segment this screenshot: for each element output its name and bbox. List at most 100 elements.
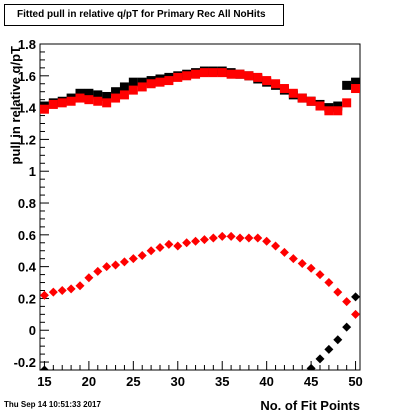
y-tick-label: -0.2	[14, 355, 36, 370]
y-tick-label: 1	[29, 164, 36, 179]
data-point-square	[102, 98, 112, 108]
y-tick-label: 1.2	[18, 132, 36, 147]
data-point-square	[119, 90, 129, 100]
data-point-square	[244, 71, 254, 81]
y-tick-label: 0	[29, 323, 36, 338]
data-point-diamond	[93, 266, 103, 276]
data-point-square	[66, 96, 76, 106]
data-point-square	[164, 76, 174, 86]
data-point-square	[199, 68, 209, 78]
datestamp: Thu Sep 14 10:51:33 2017	[4, 400, 101, 409]
data-point-diamond	[306, 263, 316, 273]
data-point-square	[182, 71, 192, 81]
data-point-diamond	[288, 254, 298, 264]
data-point-diamond	[279, 247, 289, 257]
data-point-diamond	[297, 258, 307, 268]
data-point-diamond	[102, 262, 112, 272]
data-point-square	[40, 104, 49, 114]
x-tick-label: 15	[37, 374, 51, 389]
y-tick-label: 0.2	[18, 291, 36, 306]
y-tick-label: 1.4	[18, 101, 37, 116]
data-point-diamond	[342, 297, 352, 307]
chart-title: Fitted pull in relative q/pT for Primary…	[4, 4, 284, 26]
data-point-diamond	[253, 233, 263, 243]
y-tick-label: 0.6	[18, 228, 36, 243]
data-point-square	[288, 88, 298, 98]
data-point-diamond	[182, 238, 192, 248]
data-point-diamond	[208, 233, 218, 243]
data-point-square	[111, 87, 121, 97]
data-point-diamond	[306, 363, 316, 370]
data-point-square	[351, 84, 360, 94]
data-point-square	[137, 77, 147, 87]
data-point-diamond	[164, 239, 174, 249]
data-point-square	[235, 69, 245, 79]
data-point-square	[279, 84, 289, 94]
x-tick-label: 25	[126, 374, 140, 389]
data-point-square	[48, 99, 58, 109]
data-point-square	[351, 77, 360, 87]
data-point-square	[93, 90, 103, 100]
data-point-square	[208, 68, 218, 78]
data-point-diamond	[48, 287, 58, 297]
data-point-diamond	[84, 273, 94, 283]
data-point-square	[253, 72, 263, 82]
data-point-square	[75, 88, 85, 98]
data-point-square	[128, 77, 138, 87]
data-point-diamond	[173, 241, 183, 251]
data-point-diamond	[244, 233, 254, 243]
data-point-square	[333, 101, 343, 111]
y-tick-label: 1.8	[18, 37, 36, 52]
data-point-square	[324, 106, 334, 116]
data-point-diamond	[111, 260, 121, 270]
data-point-square	[262, 76, 272, 86]
data-point-diamond	[40, 365, 49, 370]
data-point-square	[119, 82, 129, 92]
data-point-square	[57, 98, 67, 108]
y-axis-label: pull in relative q/pT	[8, 46, 23, 165]
y-tick-label: 0.8	[18, 196, 36, 211]
data-point-diamond	[315, 354, 325, 364]
data-point-diamond	[333, 335, 343, 345]
data-point-square	[306, 96, 316, 106]
data-point-diamond	[262, 236, 272, 246]
x-tick-label: 20	[82, 374, 96, 389]
data-point-diamond	[351, 292, 360, 302]
y-tick-label: 0.4	[18, 260, 37, 275]
data-point-diamond	[66, 284, 76, 294]
data-point-square	[342, 80, 352, 90]
x-tick-label: 30	[171, 374, 185, 389]
plot-frame	[39, 43, 361, 371]
data-marks	[40, 66, 360, 370]
data-point-square	[173, 72, 183, 82]
data-point-square	[226, 69, 236, 79]
data-point-diamond	[271, 241, 281, 251]
data-point-square	[297, 93, 307, 103]
data-point-square	[191, 69, 201, 79]
data-point-square	[75, 93, 85, 103]
data-point-diamond	[119, 257, 129, 267]
data-point-diamond	[75, 281, 85, 291]
data-point-square	[84, 95, 94, 105]
data-point-diamond	[315, 270, 325, 280]
data-point-diamond	[324, 278, 334, 288]
data-point-diamond	[57, 285, 67, 295]
data-point-square	[315, 101, 325, 111]
data-point-diamond	[217, 231, 227, 241]
data-point-diamond	[333, 287, 343, 297]
data-point-diamond	[235, 233, 245, 243]
data-point-diamond	[351, 309, 360, 319]
data-point-diamond	[226, 231, 236, 241]
x-tick-label: 50	[348, 374, 362, 389]
data-point-square	[102, 91, 112, 101]
x-axis-label: No. of Fit Points	[260, 398, 360, 413]
data-point-square	[111, 93, 121, 103]
data-point-square	[93, 96, 103, 106]
data-point-diamond	[342, 322, 352, 332]
data-point-diamond	[191, 236, 201, 246]
data-point-diamond	[52, 368, 55, 370]
data-point-square	[271, 79, 281, 89]
data-point-diamond	[146, 246, 156, 256]
data-point-square	[146, 79, 156, 89]
data-point-square	[84, 88, 94, 98]
